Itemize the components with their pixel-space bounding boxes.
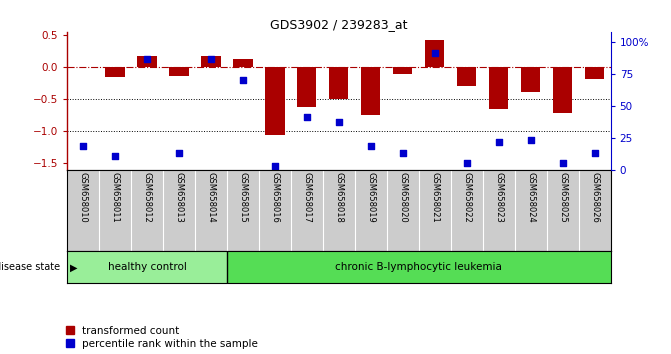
Point [142, 57, 152, 62]
Title: GDS3902 / 239283_at: GDS3902 / 239283_at [270, 18, 407, 31]
Text: GSM658018: GSM658018 [334, 172, 344, 223]
Text: GSM658012: GSM658012 [142, 172, 152, 223]
Bar [553, 67, 572, 113]
Text: GSM658026: GSM658026 [590, 172, 599, 223]
Bar [361, 67, 380, 115]
Point [366, 144, 376, 149]
Text: GSM658011: GSM658011 [111, 172, 119, 223]
Bar [521, 67, 540, 92]
Point [589, 150, 600, 156]
Point [270, 163, 280, 169]
Point [558, 160, 568, 166]
Point [333, 119, 344, 124]
Text: GSM658015: GSM658015 [238, 172, 248, 223]
Point [205, 57, 216, 62]
Text: GSM658013: GSM658013 [174, 172, 183, 223]
Bar [234, 59, 252, 67]
Text: GSM658023: GSM658023 [495, 172, 503, 223]
Text: GSM658025: GSM658025 [558, 172, 567, 223]
Bar [585, 67, 604, 79]
Bar [169, 67, 189, 75]
Bar [105, 67, 125, 77]
Point [493, 139, 504, 145]
Text: GSM658022: GSM658022 [462, 172, 471, 223]
Text: GSM658016: GSM658016 [270, 172, 279, 223]
Text: chronic B-lymphocytic leukemia: chronic B-lymphocytic leukemia [336, 262, 502, 272]
Bar [265, 67, 285, 135]
Legend: transformed count, percentile rank within the sample: transformed count, percentile rank withi… [66, 326, 258, 349]
Bar [67, 251, 227, 283]
Bar [201, 56, 221, 67]
Bar [138, 56, 156, 67]
Text: GSM658017: GSM658017 [303, 172, 311, 223]
Point [429, 50, 440, 55]
Bar [425, 40, 444, 67]
Point [301, 115, 312, 120]
Text: disease state: disease state [0, 262, 60, 272]
Bar [227, 251, 611, 283]
Bar [489, 67, 509, 109]
Bar [457, 67, 476, 86]
Text: GSM658010: GSM658010 [79, 172, 88, 223]
Text: GSM658019: GSM658019 [366, 172, 375, 223]
Point [174, 150, 185, 156]
Point [525, 137, 536, 142]
Text: GSM658020: GSM658020 [399, 172, 407, 223]
Point [397, 150, 408, 156]
Text: GSM658024: GSM658024 [526, 172, 535, 223]
Point [462, 160, 472, 166]
Bar [329, 67, 348, 99]
Point [238, 77, 248, 83]
Text: ▶: ▶ [70, 262, 78, 272]
Text: healthy control: healthy control [107, 262, 187, 272]
Point [109, 153, 120, 159]
Text: GSM658021: GSM658021 [430, 172, 440, 223]
Text: GSM658014: GSM658014 [207, 172, 215, 223]
Point [78, 144, 89, 149]
Bar [297, 67, 317, 107]
Bar [393, 67, 413, 74]
